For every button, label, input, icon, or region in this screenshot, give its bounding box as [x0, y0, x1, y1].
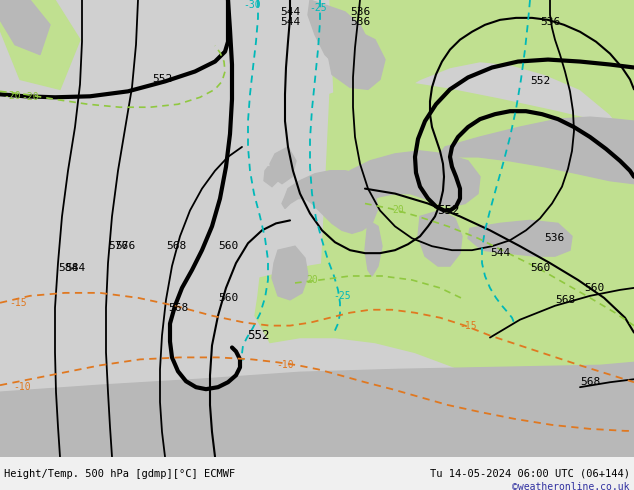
- Polygon shape: [205, 409, 218, 425]
- Polygon shape: [0, 0, 80, 89]
- Polygon shape: [0, 0, 50, 54]
- Polygon shape: [340, 151, 480, 206]
- Polygon shape: [468, 220, 572, 256]
- Text: 576: 576: [108, 241, 128, 251]
- Polygon shape: [328, 30, 385, 89]
- Polygon shape: [320, 81, 634, 457]
- Text: Height/Temp. 500 hPa [gdmp][°C] ECMWF: Height/Temp. 500 hPa [gdmp][°C] ECMWF: [4, 469, 235, 479]
- Text: -20: -20: [3, 91, 21, 101]
- Text: ©weatheronline.co.uk: ©weatheronline.co.uk: [512, 482, 630, 490]
- Text: -10: -10: [13, 382, 31, 392]
- Polygon shape: [330, 0, 634, 174]
- Text: 584: 584: [65, 263, 85, 273]
- Text: -30: -30: [243, 0, 261, 10]
- Text: -15: -15: [9, 298, 27, 308]
- Text: 552: 552: [530, 76, 550, 86]
- Polygon shape: [270, 147, 296, 184]
- Text: 536: 536: [540, 17, 560, 27]
- Polygon shape: [0, 363, 634, 457]
- Polygon shape: [438, 117, 634, 184]
- Polygon shape: [255, 253, 634, 457]
- Text: -15: -15: [459, 320, 477, 331]
- Text: -20: -20: [21, 92, 39, 102]
- Text: 552: 552: [152, 74, 172, 84]
- Text: 560: 560: [584, 283, 604, 293]
- Text: 560: 560: [530, 263, 550, 273]
- Text: 544: 544: [280, 7, 300, 17]
- Text: -10: -10: [276, 360, 294, 370]
- Polygon shape: [418, 211, 462, 266]
- Text: 20: 20: [392, 205, 404, 216]
- Polygon shape: [264, 167, 280, 187]
- Text: 568: 568: [580, 377, 600, 387]
- Polygon shape: [308, 0, 370, 74]
- Text: 536: 536: [350, 17, 370, 27]
- Text: 536: 536: [350, 7, 370, 17]
- Text: 584: 584: [58, 263, 78, 273]
- Polygon shape: [282, 171, 378, 233]
- Text: 560: 560: [218, 293, 238, 303]
- Text: 568: 568: [555, 295, 575, 305]
- Text: 568: 568: [166, 241, 186, 251]
- Text: 544: 544: [490, 248, 510, 258]
- Text: 552: 552: [247, 329, 269, 342]
- Text: 576: 576: [115, 241, 135, 251]
- Text: 568: 568: [168, 303, 188, 313]
- Polygon shape: [365, 220, 382, 276]
- Text: -25: -25: [309, 3, 327, 13]
- Text: Tu 14-05-2024 06:00 UTC (06+144): Tu 14-05-2024 06:00 UTC (06+144): [430, 469, 630, 479]
- Text: 560: 560: [218, 241, 238, 251]
- Text: 552: 552: [437, 204, 459, 217]
- Polygon shape: [272, 246, 308, 300]
- Text: 20: 20: [306, 275, 318, 285]
- Polygon shape: [0, 0, 634, 457]
- Text: 536: 536: [544, 233, 564, 243]
- Polygon shape: [0, 457, 634, 490]
- Text: 544: 544: [280, 17, 300, 27]
- Text: -25: -25: [333, 291, 351, 301]
